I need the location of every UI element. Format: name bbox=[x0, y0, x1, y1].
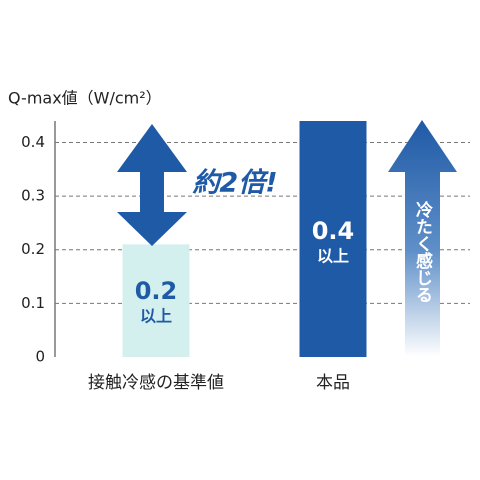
y-axis-label: Q-max値（W/cm²） bbox=[8, 89, 162, 108]
value-label-suffix: 以上 bbox=[140, 307, 172, 326]
cool-annotation: 冷たく感じる bbox=[412, 200, 433, 303]
bar bbox=[299, 121, 367, 357]
y-tick-label: 0.2 bbox=[21, 240, 45, 258]
value-label: 0.4 bbox=[312, 217, 355, 245]
ratio-annotation: 約2倍! bbox=[192, 168, 277, 199]
y-tick-label: 0.3 bbox=[21, 187, 45, 205]
value-label-suffix: 以上 bbox=[317, 247, 349, 266]
y-tick-label: 0.4 bbox=[21, 133, 45, 151]
double-arrow bbox=[117, 124, 187, 246]
bar bbox=[122, 244, 190, 357]
x-tick-label: 本品 bbox=[316, 373, 350, 393]
y-tick-label: 0 bbox=[35, 348, 45, 366]
y-tick-label: 0.1 bbox=[21, 294, 45, 312]
value-label: 0.2 bbox=[135, 277, 178, 305]
up-arrow bbox=[388, 120, 457, 357]
x-tick-label: 接触冷感の基準値 bbox=[88, 373, 224, 393]
